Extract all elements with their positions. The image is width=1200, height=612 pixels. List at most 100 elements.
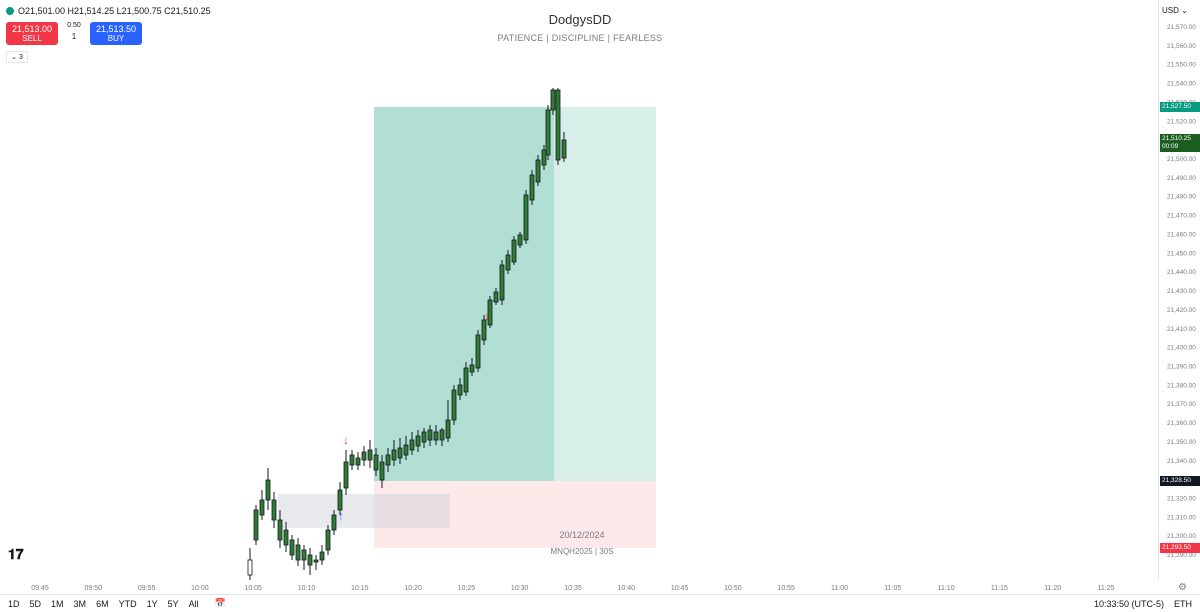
range-button-5y[interactable]: 5Y bbox=[167, 598, 179, 609]
time-tick-label: 10:45 bbox=[671, 585, 689, 592]
candles-group bbox=[247, 88, 567, 580]
candle-body bbox=[379, 461, 385, 481]
candle-body bbox=[253, 509, 259, 541]
session-toggle[interactable]: ETH bbox=[1174, 598, 1192, 609]
time-tick-label: 11:05 bbox=[884, 585, 901, 592]
candle-body bbox=[451, 389, 457, 421]
time-tick-label: 11:00 bbox=[831, 585, 848, 592]
tradingview-logo-icon[interactable]: 𝟏𝟕 bbox=[8, 546, 24, 562]
candle-body bbox=[427, 429, 433, 441]
candle-body bbox=[277, 519, 283, 541]
price-tick-label: 21,430.00 bbox=[1167, 288, 1196, 295]
price-tick-label: 21,560.00 bbox=[1167, 43, 1196, 50]
spread-quantity: 0.50 1 bbox=[62, 22, 86, 41]
range-button-1y[interactable]: 1Y bbox=[146, 598, 158, 609]
time-tick-label: 10:05 bbox=[244, 585, 262, 592]
price-tick-label: 21,550.00 bbox=[1167, 62, 1196, 69]
candle-body bbox=[421, 431, 427, 443]
candle-body bbox=[289, 539, 295, 556]
price-tick-label: 21,410.00 bbox=[1167, 326, 1196, 333]
candle-body bbox=[439, 429, 445, 441]
price-tick-label: 21,300.00 bbox=[1167, 533, 1196, 540]
candle-body bbox=[535, 159, 541, 183]
clock[interactable]: 10:33:50 (UTC-5) bbox=[1093, 598, 1164, 609]
gray-zone[interactable] bbox=[278, 494, 450, 528]
stop-price-label: 21,293.50 bbox=[1160, 543, 1200, 553]
price-tick-label: 21,320.00 bbox=[1167, 496, 1196, 503]
candle-body bbox=[265, 479, 271, 501]
price-tick-label: 21,450.00 bbox=[1167, 250, 1196, 257]
stop-price-text: 21,293.50 bbox=[1162, 544, 1191, 551]
candle-body bbox=[247, 559, 253, 576]
price-axis-canvas: 21,570.00 21,560.00 21,550.00 21,540.00 21,5… bbox=[1167, 24, 1196, 559]
time-tick-label: 10:20 bbox=[404, 585, 422, 592]
time-tick-label: 09:45 bbox=[31, 585, 49, 592]
candle-body bbox=[397, 447, 403, 459]
candle-body bbox=[367, 449, 373, 461]
range-button-all[interactable]: All bbox=[188, 598, 199, 609]
candle-body bbox=[541, 149, 547, 166]
price-tick-label: 21,480.00 bbox=[1167, 194, 1196, 201]
time-tick-label: 10:35 bbox=[564, 585, 582, 592]
price-tick-label: 21,570.00 bbox=[1167, 24, 1196, 31]
current-price-text: 21,510.25 bbox=[1162, 135, 1191, 142]
currency-selector[interactable]: USD ⌄ bbox=[1162, 6, 1188, 15]
calendar-icon[interactable]: 📅 bbox=[214, 598, 226, 608]
price-tick-label: 21,310.00 bbox=[1167, 514, 1196, 521]
range-button-ytd[interactable]: YTD bbox=[118, 598, 137, 609]
candle-body bbox=[481, 319, 487, 341]
range-button-5d[interactable]: 5D bbox=[29, 598, 42, 609]
chart-area[interactable]: ↓ ↓ ↑ 20/12/2024 MNQH2025 | 30S O21,501.… bbox=[0, 0, 1158, 580]
arrow-down-icon: ↓ bbox=[484, 309, 490, 323]
time-tick-label: 11:15 bbox=[991, 585, 1008, 592]
candle-body bbox=[523, 194, 529, 241]
watermark-symbol: MNQH2025 | 30S bbox=[551, 547, 614, 556]
candle-body bbox=[415, 435, 421, 447]
price-tick-label: 21,290.00 bbox=[1167, 552, 1196, 559]
price-tick-label: 21,420.00 bbox=[1167, 307, 1196, 314]
candle-body bbox=[433, 431, 439, 441]
candle-body bbox=[325, 529, 331, 551]
time-axis[interactable]: 09:45 09:50 09:55 10:00 10:05 10:10 10:15 10:20… bbox=[0, 580, 1158, 594]
sell-price: 21,513.00 bbox=[11, 24, 53, 34]
candle-body bbox=[475, 334, 481, 369]
candle-body bbox=[457, 384, 463, 396]
price-tick-label: 21,400.00 bbox=[1167, 345, 1196, 352]
profit-zone[interactable] bbox=[374, 107, 554, 481]
current-price-label: 21,510.25 00:09 bbox=[1160, 134, 1200, 152]
market-status-icon bbox=[6, 7, 14, 15]
candle-body bbox=[343, 461, 349, 489]
target-price-label: 21,527.50 bbox=[1160, 102, 1200, 112]
candle-body bbox=[469, 364, 475, 373]
arrow-up-icon: ↑ bbox=[338, 509, 344, 523]
range-button-6m[interactable]: 6M bbox=[96, 598, 109, 609]
candle-body bbox=[373, 454, 379, 471]
time-tick-label: 09:55 bbox=[138, 585, 156, 592]
price-axis[interactable]: 21,570.00 21,560.00 21,550.00 21,540.00 21,5… bbox=[1158, 0, 1200, 580]
sell-button[interactable]: 21,513.00 SELL bbox=[6, 22, 58, 45]
candle-body bbox=[561, 139, 567, 159]
indicators-toggle[interactable]: ⌄ 3 bbox=[6, 51, 28, 63]
price-tick-label: 21,490.00 bbox=[1167, 175, 1196, 182]
candle-body bbox=[517, 234, 523, 246]
range-button-3m[interactable]: 3M bbox=[73, 598, 87, 609]
candle-body bbox=[391, 449, 397, 461]
candle-body bbox=[355, 457, 361, 466]
gear-icon[interactable]: ⚙ bbox=[1178, 582, 1187, 593]
buy-button[interactable]: 21,513.50 BUY bbox=[90, 22, 142, 45]
trade-panel: 21,513.00 SELL 0.50 1 21,513.50 BUY bbox=[6, 22, 142, 45]
price-tick-label: 21,470.00 bbox=[1167, 213, 1196, 220]
candle-body bbox=[545, 109, 551, 156]
chart-canvas[interactable]: ↓ ↓ ↑ 20/12/2024 MNQH2025 | 30S bbox=[0, 0, 1158, 580]
time-tick-label: 11:25 bbox=[1098, 585, 1115, 592]
price-tick-label: 21,500.00 bbox=[1167, 156, 1196, 163]
currency-label: USD bbox=[1162, 6, 1179, 15]
range-button-1m[interactable]: 1M bbox=[51, 598, 64, 609]
candle-body bbox=[331, 514, 337, 531]
target-price-text: 21,527.50 bbox=[1162, 103, 1191, 110]
time-tick-label: 10:30 bbox=[511, 585, 529, 592]
price-tick-label: 21,520.00 bbox=[1167, 118, 1196, 125]
quantity-value[interactable]: 1 bbox=[71, 32, 77, 41]
range-button-1d[interactable]: 1D bbox=[8, 598, 20, 609]
profit-zone-extension[interactable] bbox=[554, 107, 656, 481]
